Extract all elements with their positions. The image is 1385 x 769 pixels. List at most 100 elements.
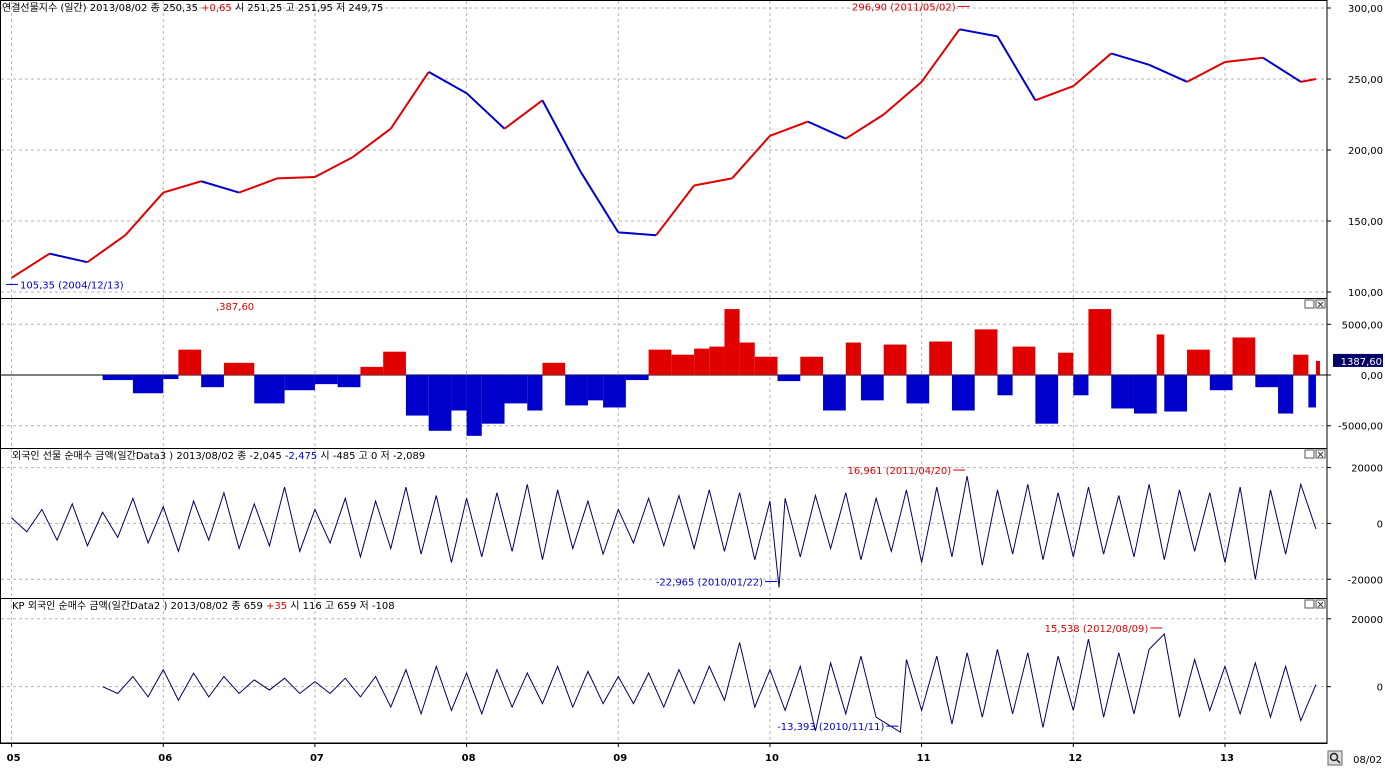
flow-bar: [1315, 360, 1320, 375]
y-tick-label: 0: [1377, 519, 1383, 530]
annotation-label: -13,393 (2010/11/11): [777, 722, 884, 733]
price-segment: [693, 177, 733, 187]
header-part: 외국인 선물 순매수 금액(일간Data3 ) 2013/08/02 종 -2,…: [12, 450, 285, 462]
flow-bar: [1187, 349, 1210, 375]
flow-bar: [1058, 352, 1074, 375]
flow-bar: [1255, 375, 1279, 388]
y-tick-label: -20000: [1348, 575, 1383, 586]
y-tick-label: 300,00: [1348, 4, 1383, 15]
price-segment: [1300, 78, 1317, 83]
price-segment: [86, 234, 126, 263]
y-tick-label: -5000,00: [1338, 422, 1383, 433]
last-value-label: 1387,60: [1341, 357, 1382, 368]
price-segment: [389, 71, 430, 130]
header-part: 시 -485 고 0 저 -2,089: [317, 450, 425, 462]
flow-bar: [405, 375, 429, 416]
price-segment: [11, 252, 51, 279]
price-segment: [314, 156, 354, 178]
flow-bar: [178, 349, 202, 375]
x-tick-label: 08: [462, 753, 476, 764]
price-segment: [920, 28, 961, 83]
header-part: KP 외국인 순매수 금액(일간Data2 ) 2013/08/02 종 659: [12, 600, 266, 612]
y-tick-label: 0: [1377, 683, 1383, 694]
flow-bar: [883, 344, 907, 375]
header-part: +0,65: [201, 3, 232, 14]
flow-bar: [1156, 334, 1165, 375]
price-segment: [1110, 52, 1150, 66]
flow-bar: [1164, 375, 1188, 412]
flow-bar: [709, 346, 725, 375]
flow-bar: [527, 375, 543, 411]
x-tick-label: 11: [917, 753, 931, 764]
flow-bar: [929, 341, 952, 375]
flow-bar: [754, 356, 778, 375]
flow-bar: [800, 356, 824, 375]
flow-bar: [383, 351, 406, 375]
x-tick-label: 13: [1220, 753, 1234, 764]
minimize-icon[interactable]: [1304, 599, 1315, 609]
annotation-label: ,387,60: [216, 302, 254, 313]
x-tick-label: 05: [7, 753, 21, 764]
panel-header: 연결선물지수 (일간) 2013/08/02 종 250,35 +0,65 시 …: [2, 2, 383, 14]
price-segment: [49, 252, 88, 264]
flow-bar: [254, 375, 285, 404]
flow-bar: [671, 354, 695, 375]
y-tick-label: 150,00: [1348, 217, 1383, 228]
y-tick-label: 0,00: [1361, 371, 1383, 382]
y-tick-label: 20000: [1351, 615, 1383, 626]
search-icon-handle: [1336, 759, 1341, 764]
close-icon-stroke: [1317, 451, 1324, 458]
flow-bar: [951, 375, 975, 411]
y-tick-label: 200,00: [1348, 146, 1383, 157]
panel-1: 연결선물지수 (일간) 2013/08/02 종 250,35 +0,65 시 …: [0, 0, 1331, 299]
flow-bar: [906, 375, 930, 404]
flow-bar: [1012, 346, 1036, 375]
panel-2: [0, 298, 1383, 449]
flow-bar: [314, 375, 338, 385]
annotation-label: 16,961 (2011/04/20): [848, 466, 952, 477]
price-segment: [276, 175, 315, 180]
flow-bar: [466, 375, 482, 436]
price-segment: [579, 170, 620, 233]
price-segment: [162, 180, 202, 194]
flow-line: [11, 475, 1317, 588]
panel-header: 외국인 선물 순매수 금액(일간Data3 ) 2013/08/02 종 -2,…: [12, 450, 425, 462]
panel-4: KP 외국인 순매수 금액(일간Data2 ) 2013/08/02 종 659…: [0, 598, 1331, 744]
flow-bar: [845, 342, 861, 375]
flow-bar: [504, 375, 528, 404]
y-tick-label: 250,00: [1348, 75, 1383, 86]
flow-bar: [223, 362, 255, 375]
price-segment: [996, 35, 1037, 101]
y-tick-label: 5000,00: [1342, 320, 1383, 331]
price-segment: [731, 135, 771, 180]
price-segment: [655, 184, 695, 236]
price-segment: [238, 177, 278, 194]
flow-bar: [1232, 337, 1256, 375]
flow-bar: [724, 309, 740, 375]
price-segment: [1186, 61, 1226, 83]
price-segment: [959, 28, 998, 38]
flow-bar: [1278, 375, 1294, 414]
close-icon-stroke: [1317, 301, 1324, 308]
flow-bar: [284, 375, 315, 391]
price-segment: [352, 127, 392, 158]
flow-bar: [860, 375, 884, 401]
flow-bar: [1111, 375, 1134, 409]
flow-bar: [163, 375, 179, 380]
flow-bar: [1308, 375, 1316, 408]
search-icon-lens: [1329, 752, 1339, 762]
flow-bar: [102, 375, 133, 381]
flow-bar: [451, 375, 467, 411]
minimize-icon[interactable]: [1304, 299, 1315, 309]
flow-bar: [201, 375, 224, 388]
annotation-label: 15,538 (2012/08/09): [1045, 624, 1149, 635]
flow-bar: [1209, 375, 1233, 391]
flow-bar: [337, 375, 361, 388]
corner-date-label: 08/02: [1353, 755, 1382, 766]
flow-bar: [1073, 375, 1089, 396]
minimize-icon[interactable]: [1304, 449, 1315, 459]
y-tick-label: 100,00: [1348, 288, 1383, 299]
flow-bar: [360, 366, 384, 375]
flow-bar: [587, 375, 604, 401]
flow-bar: [823, 375, 846, 411]
